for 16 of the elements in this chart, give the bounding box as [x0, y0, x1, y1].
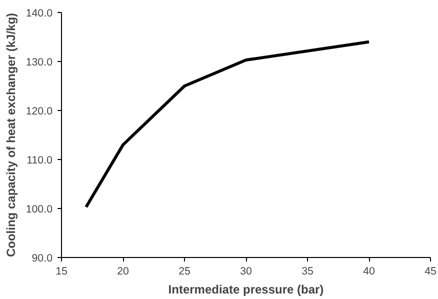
y-tick-label: 140.0 — [26, 8, 53, 20]
y-tick-label: 100.0 — [26, 204, 53, 216]
x-tick-label: 25 — [178, 266, 190, 278]
y-tick-label: 90.0 — [32, 252, 53, 264]
x-tick-label: 45 — [424, 266, 436, 278]
y-tick-label: 110.0 — [26, 154, 53, 166]
x-tick-label: 35 — [302, 266, 314, 278]
x-tick-label: 40 — [363, 266, 375, 278]
y-tick-label: 130.0 — [26, 56, 53, 68]
y-axis-title: Cooling capacity of heat exchanger (kJ/kg) — [4, 12, 18, 258]
y-tick-label: 120.0 — [26, 106, 53, 118]
x-axis-title: Intermediate pressure (bar) — [168, 282, 324, 296]
line-series — [84, 40, 370, 209]
x-tick-label: 30 — [240, 266, 252, 278]
x-tick-label: 15 — [56, 266, 68, 278]
x-tick-label: 20 — [117, 266, 129, 278]
